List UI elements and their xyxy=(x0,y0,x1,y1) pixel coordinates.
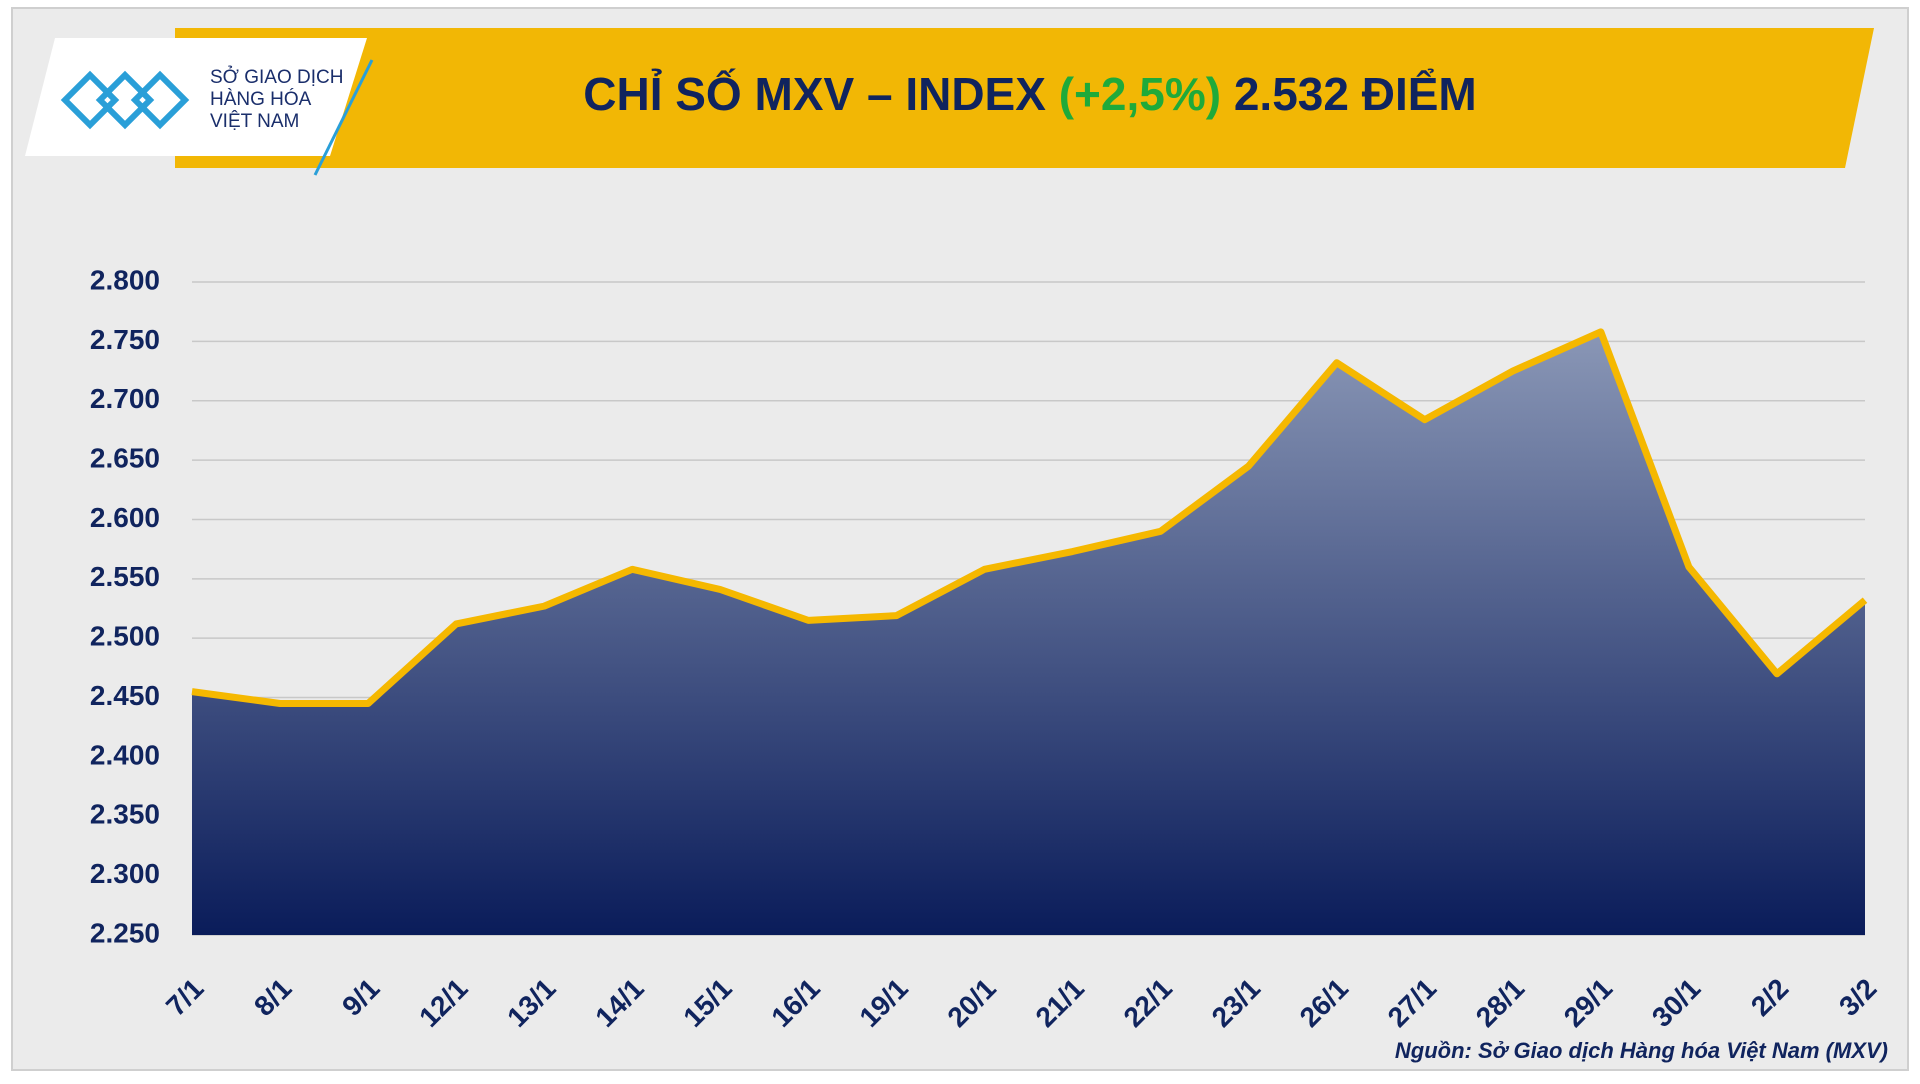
chart-title: CHỈ SỐ MXV – INDEX (+2,5%) 2.532 ĐIỂM xyxy=(583,68,1476,120)
line xyxy=(191,328,1868,707)
y-tick-label: 2.450 xyxy=(90,680,160,711)
logo-line: HÀNG HÓA xyxy=(210,88,312,110)
y-tick-label: 2.500 xyxy=(90,621,160,652)
source-note: Nguồn: Sở Giao dịch Hàng hóa Việt Nam (M… xyxy=(1395,1038,1888,1063)
y-tick-label: 2.350 xyxy=(90,799,160,830)
area xyxy=(192,331,1865,935)
title-main: CHỈ SỐ MXV – INDEX xyxy=(583,68,1046,120)
title-change: (+2,5%) xyxy=(1059,68,1221,120)
logo-icon xyxy=(60,70,190,130)
logo-text: SỞ GIAO DỊCH HÀNG HÓA VIỆT NAM xyxy=(210,66,349,132)
y-tick-label: 2.600 xyxy=(90,502,160,533)
logo-accent xyxy=(313,59,374,176)
y-tick-label: 2.750 xyxy=(90,324,160,355)
title-banner xyxy=(175,28,1874,168)
y-tick-label: 2.400 xyxy=(90,739,160,770)
y-tick-label: 2.700 xyxy=(90,383,160,414)
logo-box xyxy=(25,38,367,156)
y-tick-label: 2.650 xyxy=(90,442,160,473)
logo-line: VIỆT NAM xyxy=(210,110,299,132)
y-tick-label: 2.550 xyxy=(90,561,160,592)
y-tick-label: 2.300 xyxy=(90,858,160,889)
y-tick-label: 2.800 xyxy=(90,264,160,295)
y-tick-label: 2.250 xyxy=(90,917,160,948)
title-value: 2.532 ĐIỂM xyxy=(1234,68,1477,120)
logo-line: SỞ GIAO DỊCH xyxy=(210,66,343,88)
